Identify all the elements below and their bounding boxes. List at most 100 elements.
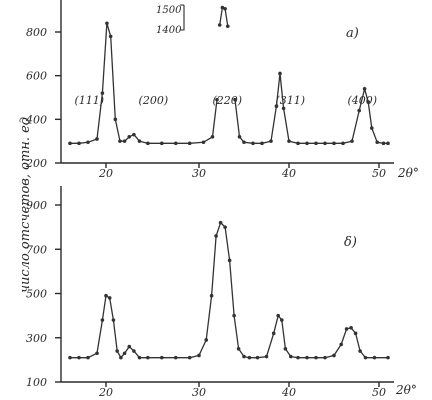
panel-a-peak-labels: (111) (200) (220) (311) (400) bbox=[75, 94, 378, 107]
panel-b: 100 300 500 700 900 20 30 40 50 δ) 2θ° bbox=[26, 186, 417, 399]
panel-b-series-point bbox=[173, 355, 178, 360]
inset-scale: 1500 1400 bbox=[156, 4, 185, 36]
panel-b-series-point bbox=[111, 318, 116, 322]
panel-a-curves bbox=[68, 5, 390, 146]
y-axis-label: число отсчетов, отн. ед bbox=[18, 117, 33, 293]
panel-b-series-point bbox=[242, 354, 246, 359]
panel-a-left-series-point bbox=[95, 137, 99, 141]
panel-a-y-ticks: 200 400 600 800 bbox=[25, 26, 61, 170]
peak-label-1: (200) bbox=[139, 94, 169, 107]
panel-a-right-series-point bbox=[381, 141, 386, 146]
panel-b-series-point bbox=[363, 355, 368, 360]
panel-a-right-series-point bbox=[357, 108, 362, 113]
panel-b-xtick-label-30: 30 bbox=[192, 386, 206, 399]
panel-b-series-point bbox=[100, 318, 105, 322]
panel-a-left-series-point bbox=[210, 135, 215, 139]
panel-b-series-point bbox=[214, 234, 218, 238]
panel-b-series-point bbox=[95, 351, 99, 356]
panel-a-right-series-point bbox=[237, 135, 242, 139]
panel-b-series-point bbox=[132, 349, 136, 353]
panel-b-series-point bbox=[283, 347, 288, 351]
panel-a-left-series-point bbox=[86, 140, 90, 145]
panel-b-series-point bbox=[86, 355, 90, 360]
panel-a-top-segment-point bbox=[226, 24, 230, 29]
panel-a-left-series-point bbox=[68, 141, 72, 146]
panel-a-right-series-point bbox=[251, 141, 255, 146]
panel-b-series-point bbox=[344, 327, 349, 331]
panel-a-right-series-point bbox=[314, 141, 318, 146]
panel-a-top-segment-point bbox=[217, 23, 222, 27]
panel-a-right-series-point bbox=[341, 141, 345, 146]
panel-a-right-series-point bbox=[274, 104, 279, 109]
panel-b-series-point bbox=[146, 355, 150, 360]
panel-b-series-point bbox=[247, 355, 252, 360]
panel-b-series-point bbox=[122, 351, 127, 356]
panel-b-xtick-label-50: 50 bbox=[372, 386, 386, 399]
panel-b-xtick-label-40: 40 bbox=[281, 386, 296, 399]
panel-b-series-point bbox=[386, 355, 390, 360]
panel-b-series-point bbox=[236, 347, 241, 351]
panel-b-series-point bbox=[209, 293, 214, 298]
panel-b-series-point bbox=[227, 258, 232, 263]
panel-b-series-point bbox=[223, 225, 227, 229]
panel-b-series-point bbox=[339, 342, 344, 347]
panel-a-left-series-point bbox=[122, 139, 127, 143]
panel-a-top-segment-point bbox=[223, 6, 227, 11]
panel-a-xtick-label-40: 40 bbox=[281, 167, 296, 180]
panel-b-series-point bbox=[232, 313, 236, 318]
panel-a-left-series-point bbox=[118, 139, 122, 143]
panel-b-series-point bbox=[160, 355, 164, 360]
panel-b-series-point bbox=[296, 355, 300, 360]
panel-b-series-point bbox=[77, 355, 81, 360]
panel-b-series-point bbox=[104, 293, 108, 298]
panel-b-ytick-label-500: 500 bbox=[26, 288, 47, 301]
panel-a-left-series-line bbox=[70, 23, 218, 144]
inset-bracket bbox=[180, 4, 185, 31]
panel-a-right-series-point bbox=[366, 100, 371, 104]
panel-b-series-line bbox=[70, 221, 388, 359]
panel-a-right-series-point bbox=[305, 141, 309, 146]
panel-b-series-point bbox=[187, 355, 192, 360]
panel-a-right-series-point bbox=[287, 139, 291, 143]
panel-b-series-point bbox=[218, 220, 223, 225]
panel-b-ytick-label-100: 100 bbox=[26, 376, 47, 389]
panel-a-right-series-point bbox=[323, 141, 327, 146]
panel-b-series-point bbox=[271, 331, 276, 336]
panel-a-top-segment-line bbox=[219, 6, 229, 27]
panel-b-series-point bbox=[197, 353, 201, 358]
panel-a-right-series-point bbox=[260, 141, 264, 146]
panel-b-series-point bbox=[204, 338, 208, 342]
panel-b-series-point bbox=[137, 355, 142, 360]
panel-b-series-point bbox=[349, 325, 353, 330]
panel-a-right-series-point bbox=[281, 106, 286, 111]
panel-b-series-point bbox=[372, 355, 377, 360]
panel-b-series-point bbox=[332, 353, 336, 358]
peak-label-3: (311) bbox=[276, 94, 306, 107]
panel-a-left-series-point bbox=[127, 135, 132, 139]
peak-label-2: (220) bbox=[213, 94, 243, 107]
panel-a-xtick-label-30: 30 bbox=[192, 167, 206, 180]
panel-a-right-series-point bbox=[350, 139, 354, 143]
panel-b-xtick-label-20: 20 bbox=[98, 386, 113, 399]
panel-a-ytick-label-800: 800 bbox=[26, 26, 47, 39]
panel-a-xtick-label-50: 50 bbox=[372, 167, 386, 180]
panel-a-x-label: 2θ° bbox=[397, 166, 419, 180]
panel-a-left-series-point bbox=[160, 141, 164, 146]
panel-a-right-series-point bbox=[233, 97, 237, 102]
panel-a-right-series-point bbox=[370, 126, 374, 130]
panel-b-label: δ) bbox=[344, 235, 357, 250]
panel-a-label: a) bbox=[346, 26, 359, 41]
panel-a-right-series-point bbox=[269, 139, 273, 143]
panel-b-y-ticks: 100 300 500 700 900 bbox=[26, 199, 61, 389]
panel-b-series-point bbox=[353, 331, 358, 336]
panel-a-left-series-point bbox=[105, 21, 109, 26]
panel-a-left-series-point bbox=[173, 141, 178, 146]
panel-a: 200 400 600 800 20 30 40 50 a) 2θ° (111) (200) (… bbox=[25, 0, 419, 180]
panel-b-x-ticks: 20 30 40 50 bbox=[98, 382, 386, 399]
panel-b-x-label: 2θ° bbox=[395, 383, 417, 397]
peak-label-0: (111) bbox=[75, 94, 105, 107]
panel-b-curves bbox=[68, 220, 390, 360]
panel-b-series-point bbox=[323, 355, 327, 360]
panel-b-ytick-label-900: 900 bbox=[26, 199, 47, 212]
